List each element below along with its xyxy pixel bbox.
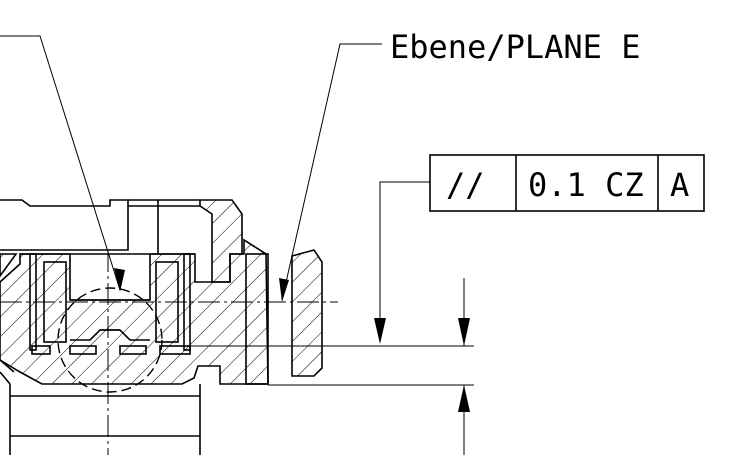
- hatched-disk: [291, 249, 323, 377]
- body-upper-left: [0, 199, 129, 251]
- dimension-lines: [190, 278, 474, 455]
- feature-control-frame: // 0.1 CZ A: [374, 154, 705, 344]
- hatch-left-top: [0, 253, 18, 278]
- hatched-section-main: [0, 238, 269, 385]
- leaders: [0, 35, 382, 302]
- fcf-parallelism-symbol: //: [446, 166, 485, 204]
- fcf-datum-reference: A: [670, 166, 689, 204]
- lower-stem: [9, 384, 201, 455]
- plane-label: Ebene/PLANE E: [390, 28, 640, 66]
- center-lines: [0, 250, 338, 455]
- detail-circle: [57, 287, 163, 393]
- body-upper-hatch: [199, 199, 243, 283]
- fcf-tolerance-value: 0.1 CZ: [528, 166, 644, 204]
- section-body: [0, 199, 323, 455]
